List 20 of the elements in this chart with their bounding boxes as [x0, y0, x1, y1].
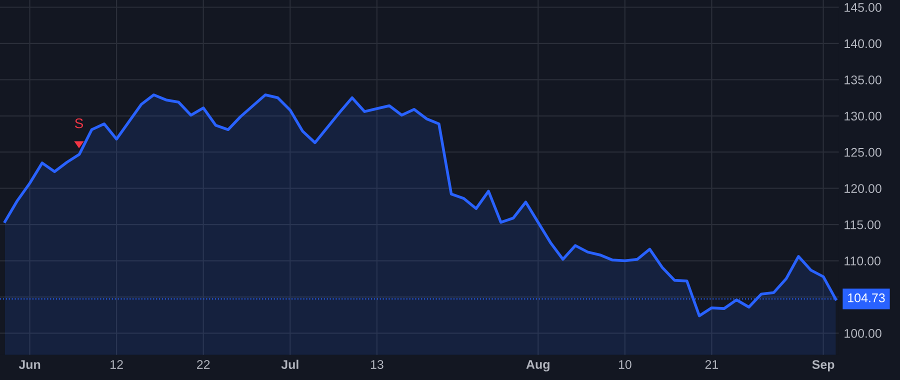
- y-tick-label: 140.00: [844, 39, 882, 48]
- x-tick-label: Sep: [812, 360, 834, 372]
- x-tick-label: Aug: [526, 360, 550, 372]
- x-tick-label: 22: [197, 360, 210, 369]
- y-tick-label: 125.00: [844, 148, 882, 157]
- y-tick-label: 120.00: [844, 184, 882, 193]
- x-tick-label: 12: [110, 360, 123, 369]
- x-tick-label: 10: [618, 360, 632, 369]
- x-tick-label: Jul: [281, 360, 298, 369]
- ref-line-label: 104.73: [848, 293, 885, 302]
- y-tick-label: 130.00: [844, 112, 882, 121]
- x-tick-label: Jun: [18, 360, 40, 369]
- y-tick-label: 110.00: [844, 256, 880, 266]
- y-tick-label: 145.00: [844, 3, 882, 12]
- y-tick-label: 135.00: [844, 75, 882, 84]
- y-tick-label: 115.00: [844, 220, 880, 230]
- x-tick-label: 13: [370, 360, 384, 369]
- x-tick-label: 21: [705, 360, 718, 369]
- y-tick-label: 100.00: [844, 328, 882, 338]
- annotation: S: [75, 118, 83, 128]
